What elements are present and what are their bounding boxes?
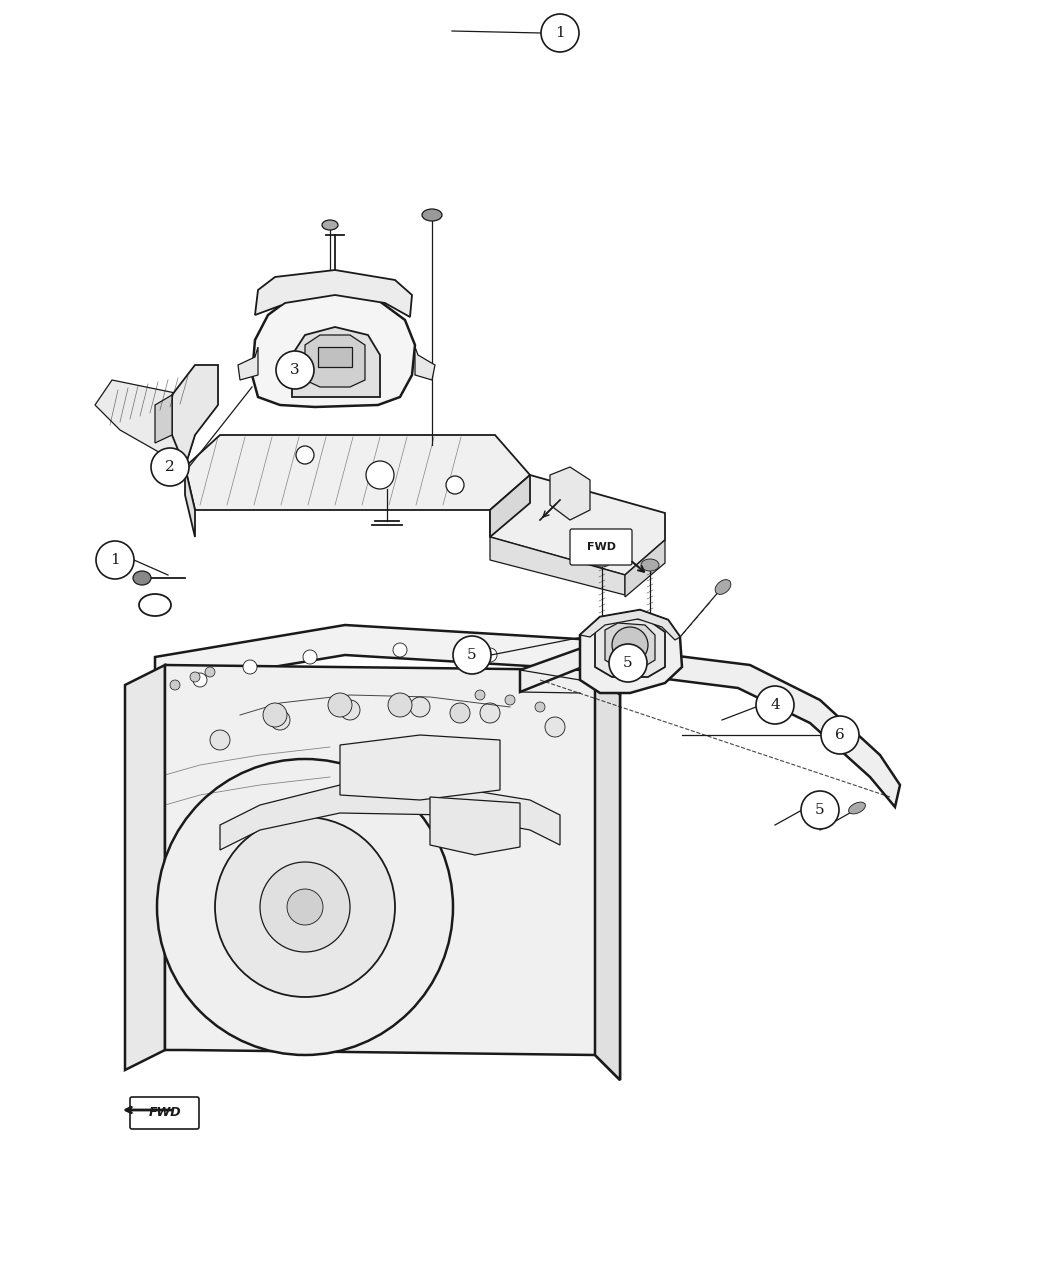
- Circle shape: [270, 710, 290, 731]
- Circle shape: [609, 644, 647, 682]
- Circle shape: [553, 657, 567, 669]
- Circle shape: [453, 636, 491, 674]
- Text: FWD: FWD: [149, 1107, 182, 1119]
- Circle shape: [450, 703, 470, 723]
- Polygon shape: [292, 326, 380, 397]
- FancyBboxPatch shape: [570, 529, 632, 565]
- Circle shape: [260, 862, 350, 952]
- Polygon shape: [490, 476, 665, 575]
- Polygon shape: [125, 666, 165, 1070]
- Circle shape: [215, 817, 395, 997]
- Polygon shape: [318, 347, 352, 367]
- Ellipse shape: [593, 555, 611, 567]
- Circle shape: [483, 648, 497, 662]
- Polygon shape: [490, 537, 625, 595]
- Polygon shape: [238, 347, 258, 380]
- Polygon shape: [595, 669, 619, 1080]
- Polygon shape: [220, 785, 560, 850]
- Circle shape: [388, 694, 412, 717]
- Circle shape: [210, 731, 230, 750]
- Circle shape: [393, 643, 407, 657]
- Circle shape: [170, 680, 180, 690]
- Polygon shape: [430, 797, 520, 856]
- Circle shape: [262, 703, 287, 727]
- Circle shape: [151, 448, 189, 486]
- Circle shape: [328, 694, 352, 717]
- Circle shape: [205, 667, 215, 677]
- Text: 4: 4: [770, 697, 780, 711]
- Circle shape: [612, 627, 648, 663]
- Text: 1: 1: [555, 26, 565, 40]
- Text: 5: 5: [815, 803, 825, 817]
- Text: 5: 5: [467, 648, 477, 662]
- Ellipse shape: [640, 558, 659, 571]
- FancyBboxPatch shape: [130, 1096, 200, 1128]
- Circle shape: [536, 703, 545, 711]
- Text: 5: 5: [624, 657, 633, 669]
- Polygon shape: [155, 395, 172, 442]
- Polygon shape: [94, 380, 195, 467]
- Polygon shape: [165, 666, 619, 1080]
- Text: FWD: FWD: [587, 542, 615, 552]
- Polygon shape: [625, 541, 665, 597]
- Text: 2: 2: [165, 460, 175, 474]
- Circle shape: [821, 717, 859, 754]
- Polygon shape: [252, 289, 415, 407]
- Circle shape: [410, 697, 430, 717]
- Polygon shape: [550, 467, 590, 520]
- Polygon shape: [415, 347, 435, 380]
- Polygon shape: [304, 335, 365, 388]
- Circle shape: [545, 717, 565, 737]
- Polygon shape: [155, 625, 620, 695]
- Ellipse shape: [422, 209, 442, 221]
- Circle shape: [801, 790, 839, 829]
- Circle shape: [340, 700, 360, 720]
- Circle shape: [541, 14, 579, 52]
- Polygon shape: [580, 609, 682, 694]
- Polygon shape: [185, 467, 195, 537]
- Circle shape: [505, 695, 514, 705]
- Ellipse shape: [133, 571, 151, 585]
- Ellipse shape: [848, 802, 865, 813]
- Circle shape: [480, 703, 500, 723]
- Circle shape: [303, 650, 317, 664]
- Polygon shape: [185, 435, 530, 510]
- Ellipse shape: [715, 580, 731, 594]
- Circle shape: [756, 686, 794, 724]
- Polygon shape: [340, 734, 500, 799]
- Circle shape: [276, 351, 314, 389]
- Circle shape: [158, 759, 453, 1054]
- Polygon shape: [255, 270, 412, 317]
- Circle shape: [446, 476, 464, 493]
- Polygon shape: [595, 617, 665, 677]
- Text: 3: 3: [290, 363, 300, 377]
- Circle shape: [475, 690, 485, 700]
- Polygon shape: [490, 476, 530, 537]
- Circle shape: [366, 462, 394, 490]
- Polygon shape: [580, 609, 680, 640]
- Text: 1: 1: [110, 553, 120, 567]
- Circle shape: [296, 446, 314, 464]
- Circle shape: [190, 672, 200, 682]
- Polygon shape: [605, 623, 655, 668]
- Circle shape: [96, 541, 134, 579]
- Circle shape: [287, 889, 323, 924]
- Polygon shape: [172, 365, 218, 467]
- Text: 6: 6: [835, 728, 845, 742]
- Circle shape: [193, 673, 207, 687]
- Circle shape: [243, 660, 257, 674]
- Ellipse shape: [322, 221, 338, 230]
- Polygon shape: [520, 645, 900, 807]
